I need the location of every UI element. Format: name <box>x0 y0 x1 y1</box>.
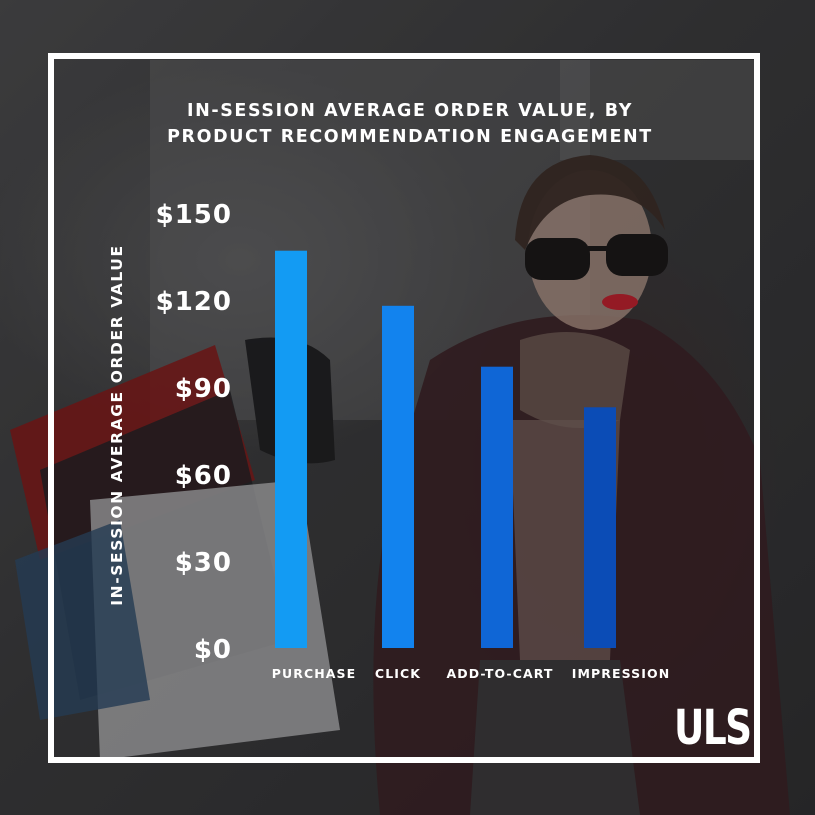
x-tick-label: PURCHASE <box>272 666 357 681</box>
x-tick-label: ADD-TO-CART <box>446 666 553 681</box>
chart-title: IN-SESSION AVERAGE ORDER VALUE, BY PRODU… <box>130 98 690 150</box>
y-tick-label: $150 <box>156 200 232 230</box>
y-tick-label: $0 <box>194 635 232 665</box>
brand-logo: ULS <box>674 700 752 756</box>
white-frame <box>48 53 760 763</box>
bar-click <box>382 305 414 648</box>
y-tick-label: $60 <box>175 461 232 491</box>
y-tick-label: $90 <box>175 374 232 404</box>
y-tick-label: $120 <box>156 287 232 317</box>
x-tick-label: CLICK <box>375 666 421 681</box>
bar-impression <box>584 407 616 648</box>
chart-title-line-1: IN-SESSION AVERAGE ORDER VALUE, BY <box>187 101 633 121</box>
y-tick-label: $30 <box>175 548 232 578</box>
chart-title-line-2: PRODUCT RECOMMENDATION ENGAGEMENT <box>167 127 653 147</box>
bar-purchase <box>275 250 307 648</box>
bar-add-to-cart <box>481 366 513 648</box>
x-tick-label: IMPRESSION <box>572 666 671 681</box>
